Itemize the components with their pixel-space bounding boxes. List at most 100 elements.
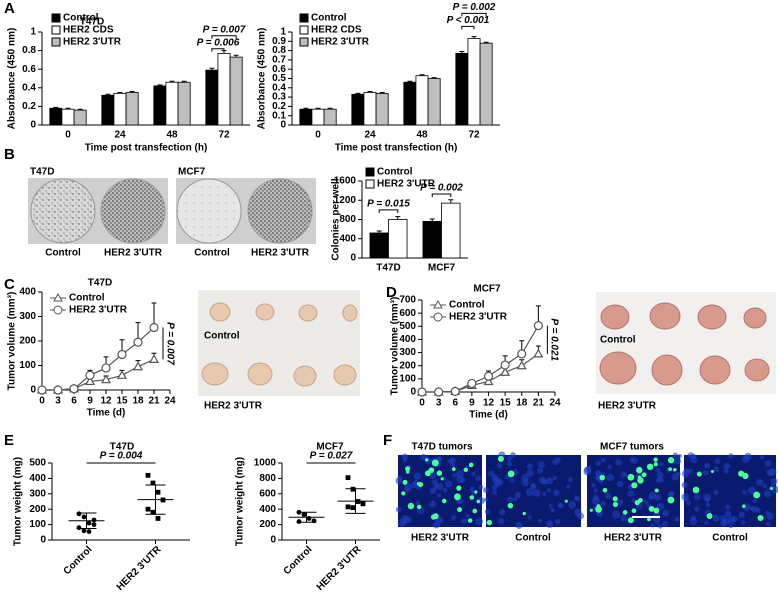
stained-cell	[654, 488, 659, 493]
error-bar	[129, 91, 135, 93]
marker	[483, 371, 494, 381]
nucleus	[667, 491, 674, 498]
x-axis-label: Time post transfection (h)	[335, 143, 458, 154]
legend-marker	[53, 292, 63, 302]
nucleus	[655, 477, 661, 483]
image-title: MCF7 tumors	[600, 442, 664, 453]
y-tick-label: 0	[350, 253, 356, 264]
stained-cell	[696, 471, 702, 477]
nucleus	[415, 501, 421, 506]
nucleus	[770, 485, 778, 494]
stained-cell	[667, 457, 675, 464]
p-value: P = 0.004	[100, 451, 143, 462]
error-bar	[105, 93, 111, 96]
nucleus	[510, 452, 516, 458]
y-tick-label: 0.9	[272, 36, 286, 47]
nucleus	[766, 469, 774, 477]
marker	[69, 384, 79, 394]
stained-cell	[612, 501, 619, 508]
nucleus	[655, 467, 661, 473]
nucleus	[712, 514, 720, 522]
stained-cell	[468, 462, 474, 468]
stained-cell	[753, 491, 761, 499]
stained-cell	[401, 491, 406, 496]
error-bar	[233, 54, 239, 58]
x-tick-label: 24	[164, 396, 176, 407]
legend-label: Control	[63, 13, 99, 24]
nucleus	[627, 490, 635, 497]
legend-label: HER2 3'UTR	[69, 305, 128, 316]
x-tick-label: MCF7	[428, 263, 456, 274]
legend-label: HER2 3'UTR	[63, 37, 122, 48]
y-axis-label: Colonies per well	[331, 178, 342, 260]
stained-cell	[599, 474, 605, 481]
error-bar	[376, 230, 382, 233]
y-tick-label: 0.6	[22, 64, 36, 75]
nucleus	[497, 462, 503, 469]
marker	[148, 354, 160, 363]
x-tick-label: 0	[39, 396, 45, 407]
legend-marker	[433, 312, 443, 322]
nucleus	[568, 501, 576, 509]
stained-cell	[630, 474, 635, 479]
error-bar	[483, 41, 489, 44]
y-tick-label: 400	[399, 334, 416, 345]
nucleus	[546, 488, 551, 493]
error-bar	[157, 84, 163, 86]
point	[350, 505, 356, 511]
point	[91, 517, 97, 523]
nucleus	[515, 521, 523, 530]
nucleus	[478, 484, 484, 490]
nucleus	[494, 476, 499, 481]
image-label: HER2 3'UTR	[251, 248, 310, 259]
point	[296, 519, 302, 524]
significance-bracket	[461, 25, 475, 30]
y-tick-label: 400	[29, 473, 46, 484]
bar	[73, 109, 87, 126]
nucleus	[629, 457, 635, 463]
nucleus	[554, 518, 561, 525]
stained-cell	[440, 477, 444, 481]
image-label: Control	[45, 248, 81, 259]
sd-bar	[345, 488, 366, 514]
legend-label: HER2 CDS	[311, 25, 362, 36]
x-tick-label: 0	[419, 398, 425, 409]
nucleus	[513, 497, 518, 502]
y-tick-label: 400	[339, 233, 356, 244]
legend-swatch	[51, 37, 61, 47]
nucleus	[432, 520, 441, 529]
x-tick-label: 48	[416, 130, 428, 141]
nucleus	[676, 471, 681, 477]
marker	[434, 387, 444, 397]
stained-cell	[706, 513, 713, 520]
marker	[467, 378, 477, 389]
sd-bar	[296, 511, 317, 523]
x-tick-label: Control	[62, 544, 95, 577]
nucleus	[724, 510, 732, 518]
nucleus	[550, 507, 555, 513]
nucleus	[659, 462, 664, 467]
marker	[533, 321, 543, 331]
nucleus	[661, 509, 670, 517]
nucleus	[731, 516, 738, 522]
stained-cell	[589, 508, 593, 512]
nucleus	[689, 517, 698, 526]
stained-cell	[653, 507, 660, 514]
nucleus	[606, 473, 615, 482]
point	[155, 516, 161, 521]
legend-swatch	[51, 13, 61, 23]
stained-cell	[457, 507, 463, 513]
nucleus	[760, 455, 765, 460]
nucleus	[538, 476, 546, 484]
stained-cell	[472, 508, 478, 514]
panel-letter: D	[386, 284, 397, 301]
legend-swatch	[365, 179, 375, 189]
y-tick-label: 0.6	[272, 64, 286, 75]
nucleus	[591, 496, 600, 505]
nucleus	[573, 495, 579, 501]
stained-cell	[564, 499, 568, 503]
legend-label: Control	[449, 300, 485, 311]
nucleus	[469, 486, 475, 492]
nucleus	[451, 515, 456, 521]
nucleus	[420, 453, 427, 461]
